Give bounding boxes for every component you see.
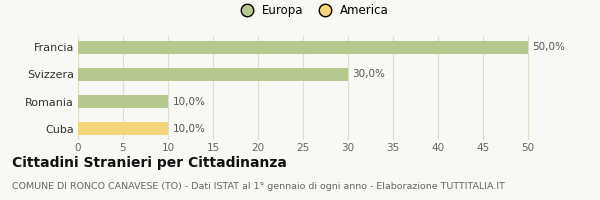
Bar: [78, 95, 168, 108]
Bar: [78, 68, 348, 81]
Text: 10,0%: 10,0%: [173, 124, 205, 134]
Bar: [78, 122, 168, 135]
Bar: [78, 41, 528, 54]
Text: COMUNE DI RONCO CANAVESE (TO) - Dati ISTAT al 1° gennaio di ogni anno - Elaboraz: COMUNE DI RONCO CANAVESE (TO) - Dati IST…: [12, 182, 505, 191]
Text: 10,0%: 10,0%: [173, 97, 205, 107]
Text: 50,0%: 50,0%: [533, 42, 565, 52]
Legend: Europa, America: Europa, America: [230, 0, 394, 22]
Text: 30,0%: 30,0%: [353, 69, 385, 79]
Text: Cittadini Stranieri per Cittadinanza: Cittadini Stranieri per Cittadinanza: [12, 156, 287, 170]
